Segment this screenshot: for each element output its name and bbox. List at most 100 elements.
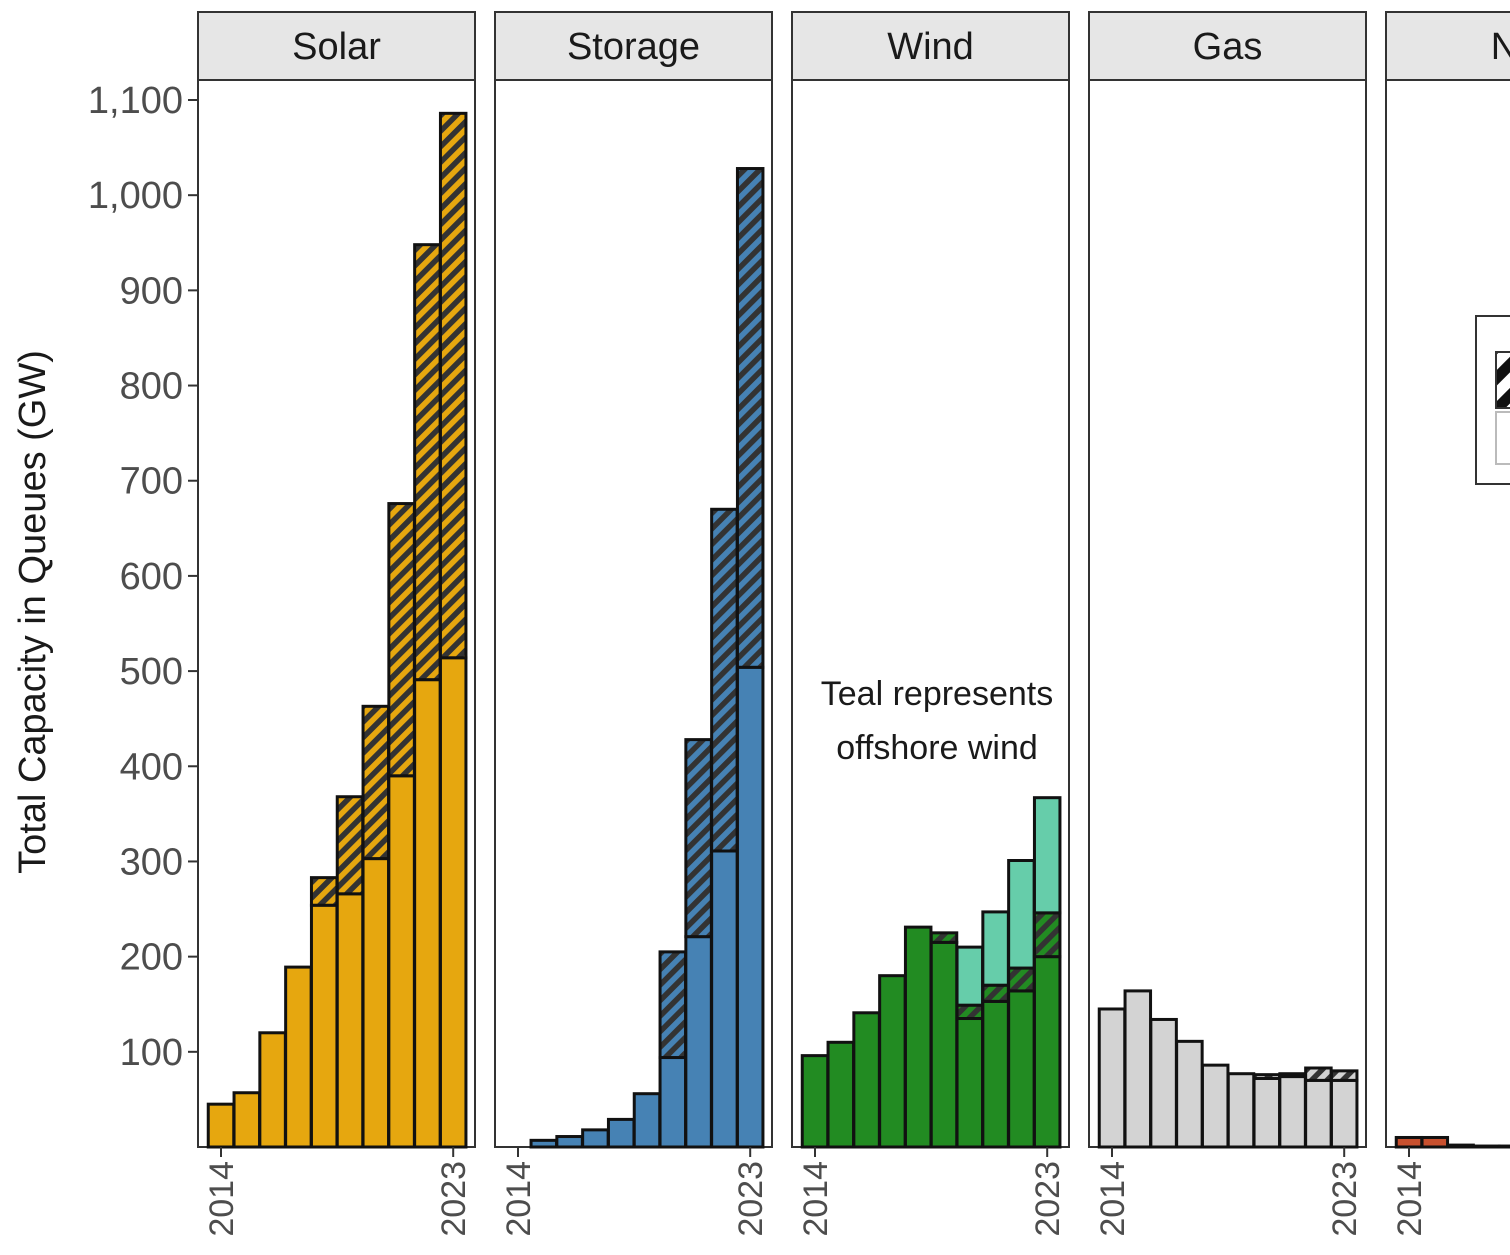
x-tick-label: 2014: [1391, 1161, 1429, 1237]
bar-base: [981, 999, 1010, 1149]
annotation-line: offshore wind: [836, 729, 1038, 767]
bar-base: [632, 1092, 662, 1149]
bars: [206, 111, 468, 1149]
facet-strip-label: Nuc: [1491, 26, 1510, 68]
x-tick-label: 2023: [435, 1161, 473, 1237]
bar-base: [826, 1040, 856, 1149]
bar-base: [1123, 989, 1153, 1149]
bar-base: [1472, 1144, 1501, 1149]
bar-base: [581, 1128, 610, 1149]
y-tick-label: 800: [120, 366, 183, 408]
bar-base: [258, 1031, 287, 1149]
bar-base: [361, 857, 391, 1149]
bar-base: [1394, 1135, 1424, 1149]
bar-base: [1329, 1078, 1359, 1149]
bar-hatched: [1304, 1066, 1333, 1082]
facet-plot-area: [1088, 79, 1367, 1148]
bar-base: [284, 965, 313, 1149]
facet-strip-label: Solar: [292, 26, 381, 68]
bar-base: [1226, 1072, 1256, 1149]
bar-base: [438, 656, 468, 1149]
bar-hatched: [361, 704, 391, 861]
bar-hatched: [387, 502, 416, 778]
bar-base: [1097, 1007, 1127, 1149]
bar-hatched: [929, 931, 959, 944]
bar-hatched: [335, 795, 365, 896]
y-tick-label: 400: [120, 746, 183, 788]
facet-strip: [197, 11, 476, 81]
facet-plot-area: [1385, 79, 1510, 1148]
bars: [1097, 989, 1359, 1149]
bar-base: [1497, 1144, 1510, 1149]
bar-base: [1304, 1078, 1333, 1149]
bar-base: [1278, 1075, 1307, 1149]
annotation-line: Teal represents: [821, 675, 1053, 713]
y-tick-label: 500: [120, 651, 183, 693]
y-tick-label: 300: [120, 841, 183, 883]
bars: [1394, 1135, 1510, 1149]
bar-hatched: [658, 950, 688, 1060]
bar-base: [555, 1135, 584, 1149]
x-tick-label: 2014: [500, 1161, 538, 1237]
y-axis-label: Total Capacity in Queues (GW): [12, 350, 54, 874]
bar-base: [1175, 1039, 1204, 1149]
bar-base: [800, 1054, 830, 1149]
bar-base: [1200, 1063, 1230, 1149]
facet-strip-label: Wind: [887, 26, 974, 68]
facet-solar: Solar 2014 2023: [197, 11, 476, 1237]
y-tick-label: 900: [120, 270, 183, 312]
x-tick-label: 2023: [1326, 1161, 1364, 1237]
y-tick-label: 1,100: [88, 80, 183, 122]
bar-base: [1007, 989, 1036, 1149]
x-tick-label: 2014: [1094, 1161, 1132, 1237]
bar-base: [335, 892, 365, 1149]
bar-base: [1420, 1135, 1450, 1149]
bar-offshore: [1007, 859, 1036, 970]
x-tick-label: 2023: [1029, 1161, 1067, 1237]
bar-base: [735, 665, 765, 1149]
facet-panels: Solar 2014 2023 Storage 2014 2023 Wind 2014 2023…: [197, 11, 1510, 1237]
bar-hatched: [1252, 1073, 1282, 1080]
bar-base: [955, 1017, 985, 1149]
y-tick-label: 600: [120, 556, 183, 598]
bar-hatched: [1007, 966, 1036, 993]
facet-gas: Gas 2014 2023: [1088, 11, 1367, 1237]
y-axis: 100 200 300 400 500 600 700 800 900 1,000 1,100: [88, 80, 198, 1074]
bar-hatched: [955, 1003, 985, 1021]
y-tick-label: 1,000: [88, 175, 183, 217]
bar-base: [413, 678, 442, 1149]
y-tick-label: 700: [120, 461, 183, 503]
facet-strip: [791, 11, 1070, 81]
facet-wind: Wind 2014 2023 Teal represents offshore wind: [791, 11, 1070, 1237]
bar-hatched: [1278, 1072, 1307, 1079]
bar-hatched: [981, 983, 1010, 1003]
x-tick-label: 2014: [203, 1161, 241, 1237]
facet-strip-label: Gas: [1193, 26, 1263, 68]
bar-base: [606, 1117, 636, 1149]
bar-base: [1032, 955, 1062, 1149]
y-tick-label: 200: [120, 937, 183, 979]
legend-key-plain: [1495, 411, 1510, 465]
facet-nuc: Nuc20142023: [1385, 11, 1510, 1237]
facet-strip-label: Storage: [567, 26, 700, 68]
bar-base: [852, 1011, 881, 1149]
bar-offshore: [955, 945, 985, 1007]
bar-base: [929, 940, 959, 1149]
x-tick-label: 2023: [732, 1161, 770, 1237]
facet-strip: [1385, 11, 1510, 81]
bar-hatched: [1329, 1069, 1359, 1082]
bar-base: [1149, 1017, 1178, 1149]
bar-base: [1252, 1076, 1282, 1149]
bar-hatched: [438, 111, 468, 660]
bar-base: [206, 1102, 236, 1149]
bar-base: [684, 935, 713, 1149]
bar-hatched: [413, 243, 442, 682]
facet-strip: [1088, 11, 1367, 81]
legend: [1475, 315, 1510, 485]
facet-plot-area: [791, 79, 1070, 1148]
bar-base: [529, 1138, 559, 1149]
bar-base: [903, 925, 933, 1149]
y-tick-label: 100: [120, 1032, 183, 1074]
bar-base: [878, 974, 907, 1149]
